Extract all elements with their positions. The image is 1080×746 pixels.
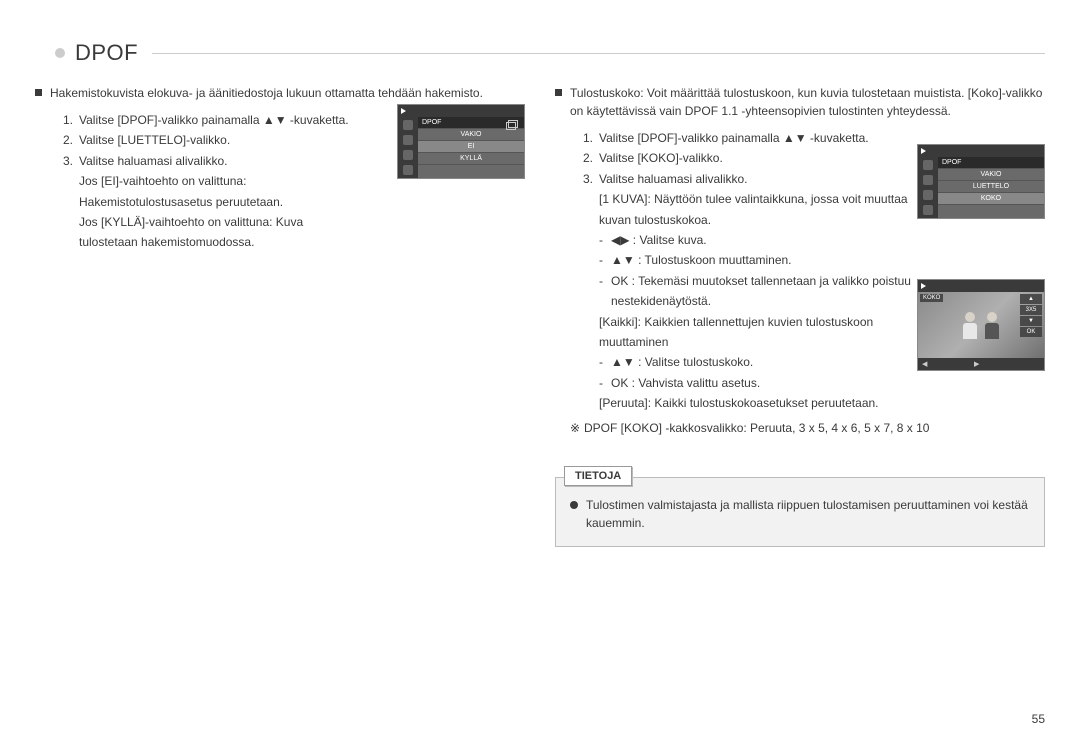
menu-item: KOKO — [938, 192, 1044, 204]
menu-header: DPOF — [938, 157, 1044, 168]
camera-sidebar — [398, 117, 418, 178]
photo-people — [963, 312, 999, 339]
play-icon — [921, 283, 926, 289]
photo-overlay: ▲ 3X5 ▼ OK — [1020, 294, 1042, 337]
down-icon: ▼ — [1020, 316, 1042, 326]
header-rule — [152, 53, 1045, 54]
step-text: Valitse [LUETTELO]-valikko. — [79, 130, 230, 150]
photo-tag: KOKO — [920, 294, 943, 302]
note-text: DPOF [KOKO] -kakkosvalikko: Peruuta, 3 x… — [584, 421, 929, 435]
up-icon: ▲ — [1020, 294, 1042, 304]
content-columns: Hakemistokuvista elokuva- ja äänitiedost… — [35, 84, 1045, 547]
page-number: 55 — [1032, 712, 1045, 726]
play-icon — [401, 108, 406, 114]
size-value: 3X5 — [1020, 305, 1042, 315]
menu-item-empty — [418, 164, 524, 178]
step-sub1: Jos [EI]-vaihtoehto on valittuna: Hakemi… — [79, 174, 283, 208]
sidebar-icon — [403, 165, 413, 175]
page-header: DPOF — [35, 40, 1045, 66]
right-note: ※DPOF [KOKO] -kakkosvalikko: Peruuta, 3 … — [555, 419, 1045, 437]
menu-item: VAKIO — [938, 168, 1044, 180]
camera-screen-right-menu: DPOF VAKIO LUETTELO KOKO — [917, 144, 1045, 219]
sidebar-icon — [403, 150, 413, 160]
menu-header: DPOF — [418, 117, 524, 128]
sidebar-icon — [923, 205, 933, 215]
sub-ok2: OK : Vahvista valittu asetus. — [611, 373, 760, 393]
sidebar-icon — [403, 135, 413, 145]
info-label: TIETOJA — [564, 466, 632, 486]
info-text: Tulostimen valmistajasta ja mallista rii… — [586, 496, 1030, 532]
sub-ud1: ▲▼ : Tulostuskoon muuttaminen. — [611, 250, 792, 270]
square-bullet-icon — [555, 89, 562, 96]
camera-screen-right-photo: KOKO ▲ 3X5 ▼ OK ◀ ▶ — [917, 279, 1045, 371]
sub-peruuta: [Peruuta]: Kaikki tulostuskokoasetukset … — [599, 393, 915, 413]
left-column: Hakemistokuvista elokuva- ja äänitiedost… — [35, 84, 525, 547]
page-title: DPOF — [75, 40, 138, 66]
right-intro: Tulostuskoko: Voit määrittää tulostuskoo… — [555, 84, 1045, 120]
camera-topbar — [398, 105, 524, 117]
step-text: Valitse [DPOF]-valikko painamalla ▲▼ -ku… — [599, 128, 869, 148]
right-intro-text: Tulostuskoko: Voit määrittää tulostuskoo… — [570, 84, 1045, 120]
step-number: 1. — [583, 128, 599, 148]
camera-screen-left: DPOF VAKIO EI KYLLÄ — [397, 104, 525, 179]
camera-topbar — [918, 280, 1044, 292]
step-number: 1. — [63, 110, 79, 130]
step-text: Valitse [DPOF]-valikko painamalla ▲▼ -ku… — [79, 110, 349, 130]
camera-menu: DPOF VAKIO EI KYLLÄ — [418, 117, 524, 178]
asterisk-icon: ※ — [570, 419, 584, 437]
sub-ud2: ▲▼ : Valitse tulostuskoko. — [611, 352, 753, 372]
info-body: Tulostimen valmistajasta ja mallista rii… — [570, 496, 1030, 532]
menu-item: EI — [418, 140, 524, 152]
menu-item-empty — [938, 204, 1044, 218]
ok-label: OK — [1020, 327, 1042, 337]
sidebar-icon — [403, 120, 413, 130]
sub-ok1: OK : Tekemäsi muutokset tallennetaan ja … — [611, 271, 915, 312]
left-intro: Hakemistokuvista elokuva- ja äänitiedost… — [35, 84, 525, 102]
step-number: 3. — [583, 169, 599, 230]
sidebar-icon — [923, 160, 933, 170]
sub-1kuva: [1 KUVA]: Näyttöön tulee valintaikkuna, … — [599, 192, 908, 226]
step-sub2: Jos [KYLLÄ]-vaihtoehto on valittuna: Kuv… — [79, 215, 303, 249]
bullet-dot-icon — [570, 501, 578, 509]
step-text: Valitse [KOKO]-valikko. — [599, 148, 723, 168]
menu-item: LUETTELO — [938, 180, 1044, 192]
camera-sidebar — [918, 157, 938, 218]
sub-kaikki: [Kaikki]: Kaikkien tallennettujen kuvien… — [599, 312, 915, 353]
step-number: 2. — [63, 130, 79, 150]
photo-preview: KOKO ▲ 3X5 ▼ OK — [918, 292, 1044, 358]
step-number: 3. — [63, 151, 79, 253]
step-text: Valitse haluamasi alivalikko. — [599, 172, 748, 186]
photo-bottombar: ◀ ▶ — [918, 358, 1044, 370]
play-icon — [921, 148, 926, 154]
info-box: TIETOJA Tulostimen valmistajasta ja mall… — [555, 477, 1045, 547]
sub-lr: ◀▶ : Valitse kuva. — [611, 230, 707, 250]
step-number: 2. — [583, 148, 599, 168]
square-bullet-icon — [35, 89, 42, 96]
person-icon — [963, 312, 977, 339]
header-dot-icon — [55, 48, 65, 58]
camera-menu: DPOF VAKIO LUETTELO KOKO — [938, 157, 1044, 218]
person-icon — [985, 312, 999, 339]
sidebar-icon — [923, 190, 933, 200]
camera-topbar — [918, 145, 1044, 157]
right-column: Tulostuskoko: Voit määrittää tulostuskoo… — [555, 84, 1045, 547]
right-sublist: -◀▶ : Valitse kuva. -▲▼ : Tulostuskoon m… — [555, 230, 915, 414]
left-intro-text: Hakemistokuvista elokuva- ja äänitiedost… — [50, 84, 483, 102]
sidebar-icon — [923, 175, 933, 185]
step-text: Valitse haluamasi alivalikko. — [79, 154, 228, 168]
menu-item: KYLLÄ — [418, 152, 524, 164]
